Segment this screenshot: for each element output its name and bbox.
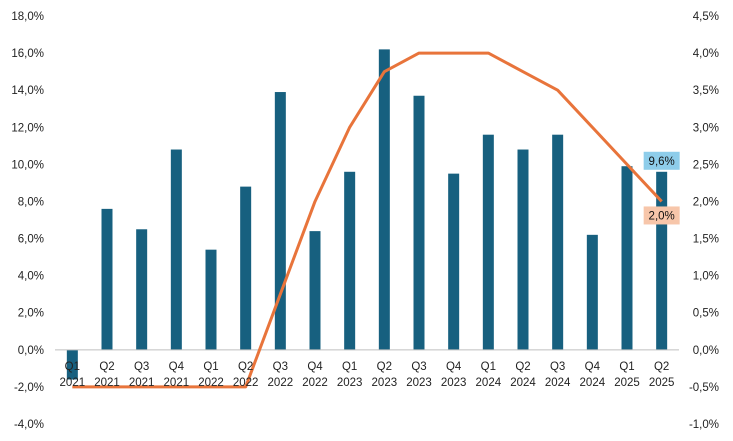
right-axis-tick-label: 2,5% (693, 159, 719, 171)
category-label-quarter: Q4 (446, 361, 462, 373)
right-y-axis: -1,0% -0,5% 0,0% 0,5% 1,0% 1,5% 2,0% 2,5% 3,0% 3,… (689, 11, 719, 431)
left-axis-tick-label: 8,0% (18, 196, 44, 208)
right-axis-tick-label: 1,5% (693, 234, 719, 246)
category-label-quarter: Q2 (238, 361, 253, 373)
bar (586, 234, 598, 350)
left-axis-tick-label: 4,0% (18, 271, 44, 283)
category-label-year: 2021 (129, 377, 155, 389)
category-label-quarter: Q1 (619, 361, 634, 373)
bar-series (66, 49, 668, 380)
left-axis-tick-label: 12,0% (11, 122, 44, 134)
category-label-quarter: Q2 (99, 361, 114, 373)
bar (656, 171, 668, 350)
category-label-quarter: Q1 (203, 361, 218, 373)
category-label-year: 2022 (233, 377, 259, 389)
bar (378, 49, 390, 350)
bar (517, 149, 529, 350)
category-label-year: 2021 (60, 377, 86, 389)
bar (448, 173, 460, 350)
bar (205, 249, 217, 350)
category-label-year: 2023 (441, 377, 467, 389)
right-axis-tick-label: 3,5% (693, 85, 719, 97)
bar (170, 149, 182, 350)
category-label-quarter: Q1 (342, 361, 357, 373)
category-label-year: 2022 (302, 377, 328, 389)
bar (552, 134, 564, 350)
right-axis-tick-label: 4,5% (693, 11, 719, 23)
left-axis-tick-label: 16,0% (11, 48, 44, 60)
category-label-year: 2024 (580, 377, 606, 389)
category-label-year: 2022 (268, 377, 294, 389)
right-axis-tick-label: 3,0% (693, 122, 719, 134)
category-label-quarter: Q2 (377, 361, 392, 373)
category-label-year: 2021 (164, 377, 190, 389)
category-label-year: 2021 (94, 377, 120, 389)
left-axis-tick-label: 6,0% (18, 234, 44, 246)
category-label-year: 2023 (372, 377, 398, 389)
category-label-year: 2025 (614, 377, 640, 389)
right-axis-tick-label: 2,0% (693, 196, 719, 208)
annotation-box (643, 151, 680, 170)
bar (344, 171, 356, 350)
x-axis-categories: Q1 2021 Q2 2021 Q3 2021 Q4 2021 Q1 2022 Q2 2022 Q3 20… (60, 361, 675, 389)
data-annotations: 9,6% 2,0% (643, 151, 680, 225)
policy-rate-line (72, 51, 663, 389)
category-label-quarter: Q4 (585, 361, 601, 373)
left-axis-tick-label: 10,0% (11, 159, 44, 171)
bar (136, 229, 148, 350)
left-y-axis: -4,0% -2,0% 0,0% 2,0% 4,0% 6,0% 8,0% 10,0% 12,0%… (11, 11, 44, 431)
category-label-quarter: Q3 (134, 361, 149, 373)
right-axis-tick-label: 1,0% (693, 271, 719, 283)
category-label-quarter: Q4 (169, 361, 185, 373)
bar (101, 208, 113, 350)
annotation-label: 9,6% (649, 156, 675, 168)
left-axis-tick-label: 0,0% (18, 345, 44, 357)
annotation-label: 2,0% (649, 210, 675, 222)
category-label-quarter: Q2 (654, 361, 669, 373)
category-label-year: 2024 (476, 377, 502, 389)
category-label-quarter: Q2 (515, 361, 530, 373)
line-series (72, 51, 663, 389)
left-axis-tick-label: 2,0% (18, 308, 44, 320)
left-axis-tick-label: -2,0% (14, 382, 44, 394)
left-axis-tick-label: 18,0% (11, 11, 44, 23)
category-label-year: 2025 (649, 377, 675, 389)
right-axis-tick-label: 0,0% (693, 345, 719, 357)
bar (274, 92, 286, 350)
category-label-quarter: Q3 (273, 361, 288, 373)
category-label-year: 2024 (545, 377, 571, 389)
annotation-box (643, 206, 680, 225)
category-label-year: 2023 (337, 377, 363, 389)
right-axis-tick-label: 0,5% (693, 308, 719, 320)
right-axis-tick-label: -0,5% (689, 382, 719, 394)
left-axis-tick-label: 14,0% (11, 85, 44, 97)
category-label-quarter: Q1 (481, 361, 496, 373)
bar (66, 349, 78, 380)
bar (413, 95, 425, 350)
right-axis-tick-label: -1,0% (689, 419, 719, 431)
left-axis-tick-label: -4,0% (14, 419, 44, 431)
category-label-year: 2024 (510, 377, 536, 389)
bar (240, 186, 252, 350)
right-axis-tick-label: 4,0% (693, 48, 719, 60)
category-label-quarter: Q1 (65, 361, 80, 373)
category-label-year: 2023 (406, 377, 432, 389)
category-label-quarter: Q3 (411, 361, 426, 373)
bar (621, 166, 633, 350)
bar (482, 134, 494, 350)
category-label-quarter: Q4 (307, 361, 323, 373)
bar (309, 231, 321, 350)
category-label-quarter: Q3 (550, 361, 565, 373)
category-label-year: 2022 (198, 377, 224, 389)
